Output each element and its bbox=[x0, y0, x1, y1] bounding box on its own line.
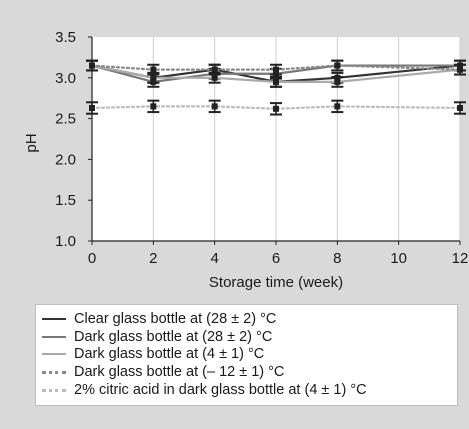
legend-label: Dark glass bottle at (– 12 ± 1) °C bbox=[74, 364, 285, 381]
y-tick-label: 2.5 bbox=[55, 111, 76, 128]
legend-swatch bbox=[42, 388, 66, 392]
x-tick-label: 8 bbox=[333, 250, 341, 267]
series-5 bbox=[86, 99, 466, 116]
y-tick-label: 3.0 bbox=[55, 70, 76, 87]
x-tick-label: 12 bbox=[452, 250, 469, 267]
data-point bbox=[334, 78, 341, 85]
y-tick-label: 3.5 bbox=[55, 29, 76, 46]
data-point bbox=[150, 74, 157, 81]
legend: Clear glass bottle at (28 ± 2) °C Dark gl… bbox=[35, 304, 458, 406]
legend-label: Dark glass bottle at (4 ± 1) °C bbox=[74, 346, 265, 363]
legend-swatch bbox=[42, 353, 66, 356]
data-point bbox=[211, 74, 218, 81]
series-line bbox=[90, 64, 462, 71]
legend-swatch bbox=[42, 370, 66, 374]
legend-label: Dark glass bottle at (28 ± 2) °C bbox=[74, 328, 273, 345]
legend-label: 2% citric acid in dark glass bottle at (… bbox=[74, 382, 367, 399]
x-tick-label: 0 bbox=[88, 250, 96, 267]
series-line bbox=[90, 105, 462, 110]
data-point bbox=[211, 103, 218, 110]
y-axis-label: pH bbox=[23, 133, 40, 152]
data-point bbox=[211, 66, 218, 73]
legend-item: Clear glass bottle at (28 ± 2) °C bbox=[42, 310, 457, 328]
tick-labels: 0 2 4 6 8 10 12 1.0 1.5 2.0 2.5 3.0 3.5 bbox=[55, 29, 468, 267]
data-point bbox=[334, 103, 341, 110]
x-tick-label: 6 bbox=[272, 250, 280, 267]
data-point bbox=[150, 66, 157, 73]
data-point bbox=[457, 66, 463, 73]
legend-item: 2% citric acid in dark glass bottle at (… bbox=[42, 381, 457, 399]
x-tick-label: 2 bbox=[149, 250, 157, 267]
data-point bbox=[273, 105, 279, 112]
series-4 bbox=[86, 59, 466, 76]
legend-item: Dark glass bottle at (28 ± 2) °C bbox=[42, 328, 457, 346]
data-point bbox=[150, 103, 157, 110]
data-point bbox=[457, 104, 463, 111]
y-tick-label: 1.5 bbox=[55, 192, 76, 209]
series-group bbox=[86, 59, 466, 116]
legend-item: Dark glass bottle at (– 12 ± 1) °C bbox=[42, 363, 457, 381]
data-point bbox=[89, 104, 95, 111]
legend-swatch bbox=[42, 317, 66, 320]
series-line bbox=[91, 64, 461, 83]
data-point bbox=[273, 78, 279, 85]
data-point bbox=[334, 62, 341, 69]
y-tick-label: 1.0 bbox=[55, 233, 76, 250]
y-tick-label: 2.0 bbox=[55, 151, 76, 168]
legend-label: Clear glass bottle at (28 ± 2) °C bbox=[74, 310, 277, 327]
legend-swatch bbox=[42, 335, 66, 338]
x-axis-label: Storage time (week) bbox=[209, 274, 343, 291]
x-tick-label: 10 bbox=[390, 250, 407, 267]
x-tick-label: 4 bbox=[210, 250, 218, 267]
legend-item: Dark glass bottle at (4 ± 1) °C bbox=[42, 346, 457, 364]
data-point bbox=[89, 62, 95, 69]
data-point bbox=[273, 66, 279, 73]
